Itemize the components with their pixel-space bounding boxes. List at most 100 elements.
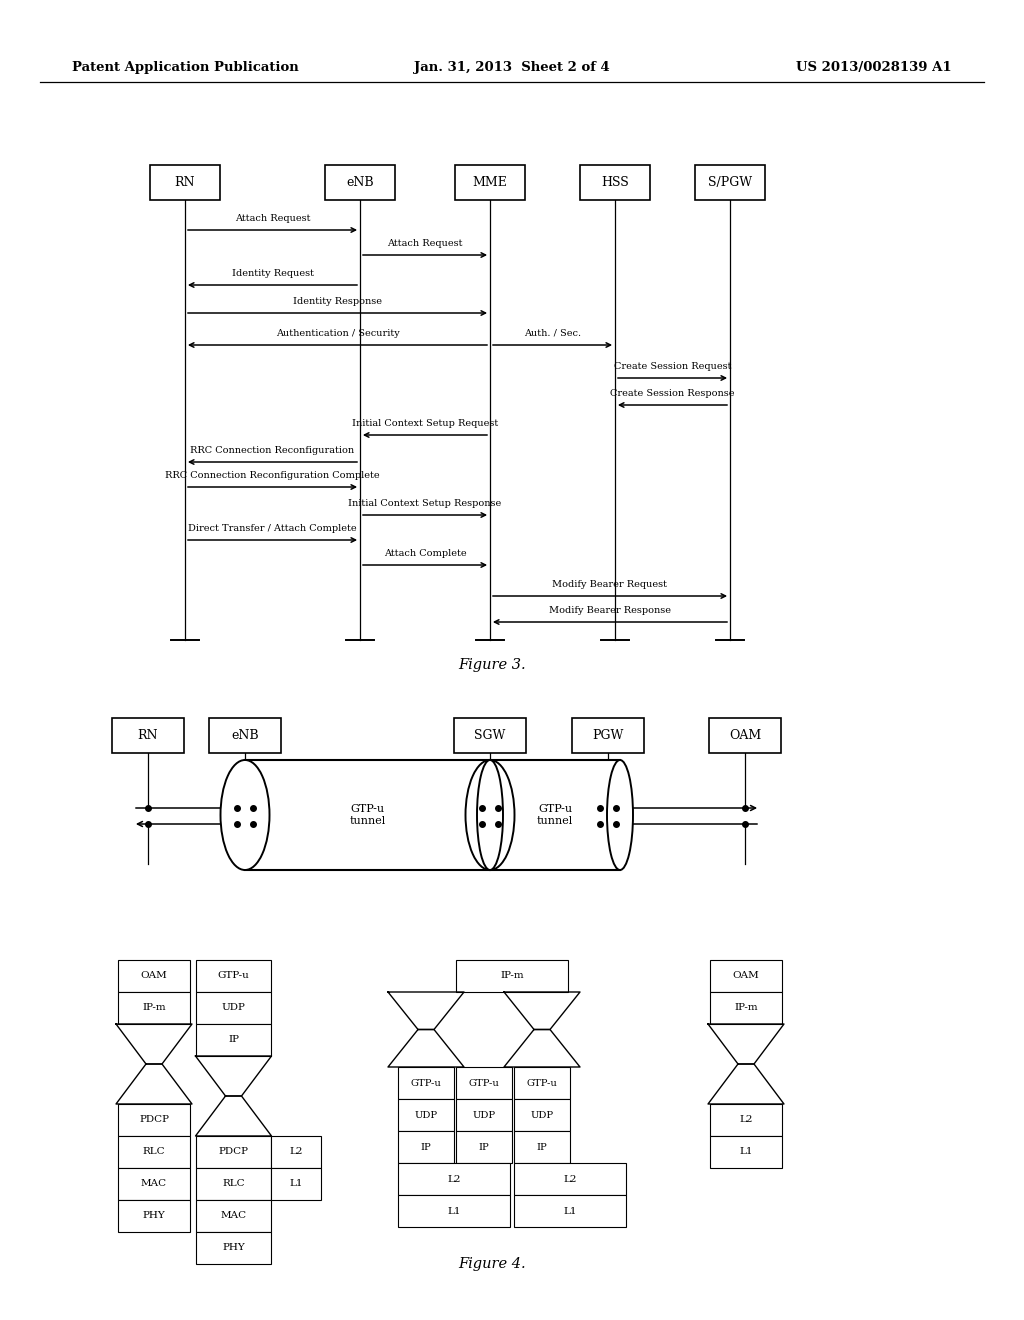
- Text: L2: L2: [739, 1115, 753, 1125]
- Text: OAM: OAM: [729, 729, 761, 742]
- Text: Attach Request: Attach Request: [234, 214, 310, 223]
- Text: Jan. 31, 2013  Sheet 2 of 4: Jan. 31, 2013 Sheet 2 of 4: [414, 62, 610, 74]
- Bar: [196, 1024, 271, 1056]
- Text: Initial Context Setup Request: Initial Context Setup Request: [352, 418, 498, 428]
- Text: RN: RN: [175, 176, 196, 189]
- Text: GTP-u: GTP-u: [411, 1078, 441, 1088]
- Text: Attach Complete: Attach Complete: [384, 549, 466, 558]
- Polygon shape: [504, 1030, 580, 1067]
- Bar: [490, 760, 620, 870]
- Text: Authentication / Security: Authentication / Security: [275, 329, 399, 338]
- Text: IP: IP: [421, 1143, 431, 1151]
- Text: eNB: eNB: [346, 176, 374, 189]
- Bar: [271, 1168, 321, 1200]
- Bar: [456, 1131, 512, 1163]
- Bar: [580, 165, 650, 201]
- Text: RRC Connection Reconfiguration Complete: RRC Connection Reconfiguration Complete: [165, 471, 380, 480]
- Text: L1: L1: [447, 1206, 461, 1216]
- Text: UDP: UDP: [530, 1110, 554, 1119]
- Bar: [514, 1067, 570, 1100]
- Text: Direct Transfer / Attach Complete: Direct Transfer / Attach Complete: [188, 524, 356, 533]
- Text: L1: L1: [739, 1147, 753, 1156]
- Text: Modify Bearer Response: Modify Bearer Response: [549, 606, 671, 615]
- Bar: [118, 1168, 190, 1200]
- Polygon shape: [504, 993, 580, 1030]
- Bar: [514, 1163, 626, 1195]
- Text: L2: L2: [447, 1175, 461, 1184]
- Text: US 2013/0028139 A1: US 2013/0028139 A1: [797, 62, 952, 74]
- Text: Create Session Response: Create Session Response: [610, 389, 735, 399]
- Bar: [710, 1137, 782, 1168]
- Text: MME: MME: [472, 176, 508, 189]
- Bar: [112, 718, 184, 752]
- Bar: [710, 960, 782, 993]
- Polygon shape: [116, 1024, 193, 1064]
- Text: L2: L2: [563, 1175, 577, 1184]
- Ellipse shape: [466, 760, 514, 870]
- Text: GTP-u: GTP-u: [469, 1078, 500, 1088]
- Text: Create Session Request: Create Session Request: [613, 362, 731, 371]
- Text: UDP: UDP: [472, 1110, 496, 1119]
- Polygon shape: [388, 1030, 464, 1067]
- Text: Patent Application Publication: Patent Application Publication: [72, 62, 299, 74]
- Text: IP: IP: [478, 1143, 489, 1151]
- Text: Auth. / Sec.: Auth. / Sec.: [524, 329, 581, 338]
- Bar: [196, 1200, 271, 1232]
- Text: Attach Request: Attach Request: [387, 239, 463, 248]
- Bar: [456, 1100, 512, 1131]
- Bar: [514, 1100, 570, 1131]
- Polygon shape: [388, 993, 464, 1030]
- Bar: [572, 718, 644, 752]
- Bar: [398, 1163, 510, 1195]
- Text: HSS: HSS: [601, 176, 629, 189]
- Bar: [514, 1195, 626, 1228]
- Bar: [454, 718, 526, 752]
- Text: RRC Connection Reconfiguration: RRC Connection Reconfiguration: [190, 446, 354, 455]
- Bar: [196, 1168, 271, 1200]
- Bar: [245, 760, 490, 870]
- Text: Initial Context Setup Response: Initial Context Setup Response: [348, 499, 502, 508]
- Text: PDCP: PDCP: [218, 1147, 249, 1156]
- Text: IP: IP: [537, 1143, 548, 1151]
- Text: S/PGW: S/PGW: [708, 176, 752, 189]
- Text: L2: L2: [289, 1147, 303, 1156]
- Bar: [514, 1131, 570, 1163]
- Text: PHY: PHY: [222, 1243, 245, 1253]
- Text: MAC: MAC: [220, 1212, 247, 1221]
- Text: IP-m: IP-m: [500, 972, 524, 981]
- Bar: [398, 1195, 510, 1228]
- Bar: [196, 960, 271, 993]
- Text: OAM: OAM: [732, 972, 760, 981]
- Bar: [118, 993, 190, 1024]
- Bar: [118, 960, 190, 993]
- Text: GTP-u: GTP-u: [218, 972, 250, 981]
- Bar: [150, 165, 220, 201]
- Text: MAC: MAC: [141, 1180, 167, 1188]
- Text: OAM: OAM: [140, 972, 167, 981]
- Bar: [710, 993, 782, 1024]
- Bar: [118, 1104, 190, 1137]
- Text: PHY: PHY: [142, 1212, 165, 1221]
- Text: Identity Response: Identity Response: [293, 297, 382, 306]
- Text: RN: RN: [138, 729, 159, 742]
- Text: RLC: RLC: [222, 1180, 245, 1188]
- Bar: [209, 718, 281, 752]
- Text: Identity Request: Identity Request: [231, 269, 313, 279]
- Bar: [710, 1104, 782, 1137]
- Bar: [196, 1232, 271, 1265]
- Text: PDCP: PDCP: [139, 1115, 169, 1125]
- Text: GTP-u
tunnel: GTP-u tunnel: [349, 804, 386, 826]
- Bar: [398, 1067, 454, 1100]
- Text: UDP: UDP: [415, 1110, 437, 1119]
- Bar: [325, 165, 395, 201]
- Bar: [455, 165, 525, 201]
- Text: eNB: eNB: [231, 729, 259, 742]
- Ellipse shape: [477, 760, 503, 870]
- Ellipse shape: [607, 760, 633, 870]
- Polygon shape: [116, 1064, 193, 1104]
- Polygon shape: [708, 1064, 784, 1104]
- Ellipse shape: [220, 760, 269, 870]
- Bar: [709, 718, 781, 752]
- Bar: [456, 1067, 512, 1100]
- Text: IP-m: IP-m: [142, 1003, 166, 1012]
